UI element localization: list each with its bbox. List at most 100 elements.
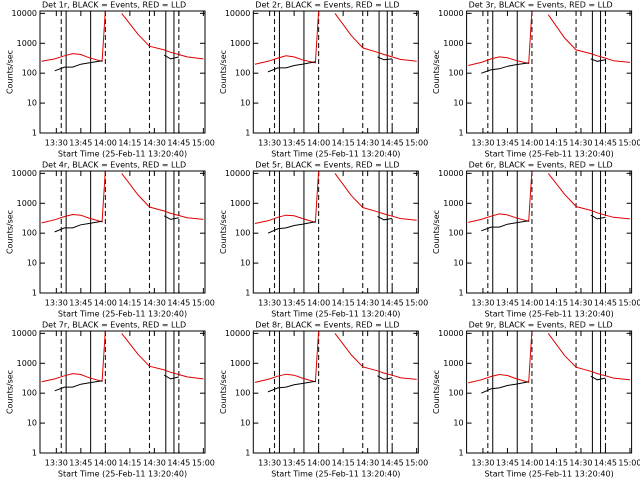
plot-frame	[252, 330, 419, 454]
x-tick-label: 14:30	[143, 299, 166, 308]
y-tick-label: 100	[235, 69, 250, 78]
y-tick-label: 100	[22, 229, 37, 238]
x-tick-label: 14:00	[520, 139, 543, 148]
y-tick-label: 100	[448, 69, 463, 78]
x-tick-label: 14:45	[167, 299, 190, 308]
x-tick-label: 13:45	[69, 299, 92, 308]
x-tick-label: 14:30	[143, 139, 166, 148]
chart-title: Det 2r, BLACK = Events, RED = LLD	[255, 1, 399, 10]
panel: Det 9r, BLACK = Events, RED = LLD Counts/…	[432, 321, 640, 479]
x-tick-label: 14:15	[332, 459, 355, 468]
plot-frame	[466, 10, 633, 134]
y-tick-label: 100	[22, 389, 37, 398]
x-tick-label: 14:00	[307, 459, 330, 468]
plot-frame	[39, 170, 206, 294]
y-tick-label: 1	[32, 289, 37, 298]
y-tick-label: 1	[459, 289, 464, 298]
x-tick-label: 14:30	[356, 299, 379, 308]
y-tick-label: 10	[453, 419, 463, 428]
x-axis-label: Start Time (25-Feb-11 13:20:40)	[271, 150, 400, 159]
x-axis-label: Start Time (25-Feb-11 13:20:40)	[58, 470, 187, 479]
x-axis-label: Start Time (25-Feb-11 13:20:40)	[484, 310, 613, 319]
x-tick-label: 14:15	[118, 459, 141, 468]
plot-frame	[39, 330, 206, 454]
y-tick-label: 100	[235, 389, 250, 398]
series-line	[481, 214, 606, 232]
y-tick-label: 10	[453, 259, 463, 268]
x-tick-label: 14:45	[594, 459, 617, 468]
x-tick-label: 15:00	[192, 299, 215, 308]
x-tick-label: 14:15	[545, 139, 568, 148]
y-tick-label: 10000	[225, 9, 250, 18]
y-tick-label: 10	[453, 99, 463, 108]
plot	[41, 171, 204, 293]
x-tick-label: 14:30	[569, 139, 592, 148]
plot-frame	[252, 170, 419, 294]
x-axis-label: Start Time (25-Feb-11 13:20:40)	[271, 470, 400, 479]
y-axis-label: Counts/sec	[6, 370, 15, 414]
y-axis-label: Counts/sec	[432, 50, 441, 94]
panel: Det 8r, BLACK = Events, RED = LLD Counts/…	[219, 321, 428, 479]
y-tick-label: 1	[245, 449, 250, 458]
x-tick-label: 14:15	[332, 139, 355, 148]
y-tick-label: 1	[245, 289, 250, 298]
x-tick-label: 15:00	[405, 299, 428, 308]
chart-title: Det 6r, BLACK = Events, RED = LLD	[469, 161, 613, 170]
plot	[41, 11, 204, 133]
x-tick-label: 15:00	[192, 139, 215, 148]
x-tick-label: 15:00	[618, 459, 640, 468]
y-tick-label: 1000	[230, 39, 250, 48]
x-tick-label: 14:45	[594, 139, 617, 148]
x-tick-label: 13:45	[496, 459, 519, 468]
x-tick-label: 13:30	[45, 459, 68, 468]
y-tick-label: 10000	[12, 169, 37, 178]
x-tick-label: 15:00	[618, 299, 640, 308]
x-tick-label: 13:30	[471, 139, 494, 148]
y-tick-label: 10000	[12, 9, 37, 18]
series-line	[54, 54, 180, 72]
panel: Det 5r, BLACK = Events, RED = LLD Counts/…	[219, 161, 428, 319]
panel: Det 6r, BLACK = Events, RED = LLD Counts/…	[432, 161, 640, 319]
y-tick-label: 10000	[438, 169, 463, 178]
series-line	[267, 216, 393, 234]
x-tick-label: 14:00	[94, 139, 117, 148]
plot-frame	[252, 10, 419, 134]
y-axis-label: Counts/sec	[432, 210, 441, 254]
x-axis-label: Start Time (25-Feb-11 13:20:40)	[484, 150, 613, 159]
series-line	[54, 374, 180, 392]
plot-frame	[466, 330, 633, 454]
x-tick-label: 14:00	[520, 459, 543, 468]
x-tick-label: 14:30	[569, 459, 592, 468]
x-tick-label: 13:45	[283, 139, 306, 148]
plot-frame	[466, 170, 633, 294]
y-tick-label: 100	[235, 229, 250, 238]
chart-title: Det 1r, BLACK = Events, RED = LLD	[42, 1, 186, 10]
plot	[254, 331, 417, 453]
y-tick-label: 10000	[438, 329, 463, 338]
y-tick-label: 1000	[443, 359, 463, 368]
y-tick-label: 1000	[17, 39, 37, 48]
x-tick-label: 15:00	[192, 459, 215, 468]
x-tick-label: 15:00	[618, 139, 640, 148]
series-line	[481, 375, 606, 394]
y-tick-label: 10	[27, 259, 37, 268]
y-tick-label: 1000	[230, 359, 250, 368]
y-tick-label: 1000	[443, 199, 463, 208]
plot	[468, 171, 631, 293]
y-tick-label: 1000	[17, 199, 37, 208]
y-axis-label: Counts/sec	[432, 370, 441, 414]
y-tick-label: 1000	[443, 39, 463, 48]
x-tick-label: 14:30	[143, 459, 166, 468]
plot	[254, 11, 417, 133]
x-tick-label: 13:30	[258, 459, 281, 468]
plot	[41, 331, 204, 453]
y-axis-label: Counts/sec	[219, 50, 228, 94]
plot	[468, 11, 631, 133]
panel: Det 3r, BLACK = Events, RED = LLD Counts/…	[432, 1, 640, 159]
x-tick-label: 13:30	[471, 299, 494, 308]
x-tick-label: 14:00	[94, 299, 117, 308]
y-tick-label: 10000	[225, 169, 250, 178]
x-tick-label: 14:15	[332, 299, 355, 308]
